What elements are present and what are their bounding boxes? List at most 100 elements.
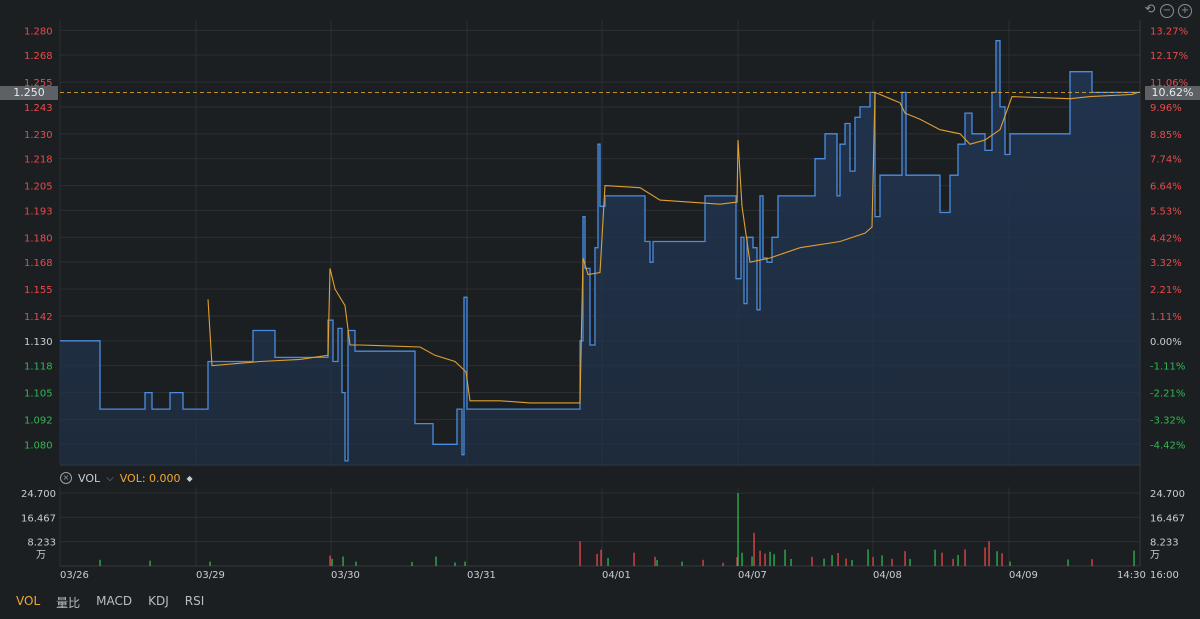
- x-tick-label: 03/29: [196, 570, 225, 581]
- y-tick-label: 1.142: [24, 312, 53, 323]
- volume-value: VOL: 0.000: [119, 471, 181, 485]
- volume-bar: [996, 551, 998, 566]
- volume-indicator-name[interactable]: VOL: [78, 471, 101, 485]
- y-tick-label: 1.205: [24, 182, 53, 193]
- pct-tick-label: -1.11%: [1150, 362, 1185, 373]
- indicator-tabs: VOL 量比 MACD KDJ RSI: [16, 594, 204, 611]
- x-tick-label: 03/26: [60, 570, 89, 581]
- volume-bar: [909, 558, 911, 566]
- volume-bar: [751, 556, 753, 566]
- volume-bar: [753, 532, 755, 566]
- volume-bar: [1133, 550, 1135, 566]
- pct-tick-label: 11.06%: [1150, 78, 1188, 89]
- pct-tick-label: 1.11%: [1150, 312, 1182, 323]
- volume-bar: [872, 557, 874, 566]
- y-tick-label: 1.092: [24, 415, 53, 426]
- volume-bar: [607, 558, 609, 566]
- volume-bar: [737, 493, 739, 566]
- volume-bar: [329, 555, 331, 566]
- pct-tick-label: 5.53%: [1150, 206, 1182, 217]
- volume-bar: [355, 561, 357, 566]
- volume-header: × VOL ⌵ VOL: 0.000 ◆: [60, 470, 193, 486]
- volume-bar: [464, 561, 466, 566]
- volume-bar: [759, 550, 761, 566]
- volume-unit-label-right: 万: [1150, 550, 1160, 561]
- zoom-out-icon[interactable]: −: [1160, 4, 1174, 18]
- pct-tick-label: 13.27%: [1150, 26, 1188, 37]
- volume-bar: [600, 549, 602, 566]
- tab-vol[interactable]: VOL: [16, 594, 41, 608]
- pct-tick-label: 7.74%: [1150, 155, 1182, 166]
- price-line: [60, 40, 1140, 462]
- volume-tick-label: 8.233: [27, 538, 56, 549]
- chevron-down-icon[interactable]: ⌵: [106, 472, 114, 484]
- volume-bar: [1009, 561, 1011, 566]
- tab-kdj[interactable]: KDJ: [148, 594, 169, 608]
- volume-bar: [934, 549, 936, 566]
- volume-bar: [331, 558, 333, 566]
- tab-rsi[interactable]: RSI: [184, 594, 205, 608]
- close-icon[interactable]: ×: [60, 472, 72, 484]
- volume-bar: [722, 562, 724, 566]
- x-tick-label: 04/07: [738, 570, 767, 581]
- volume-bar: [1091, 559, 1093, 566]
- y-tick-label: 1.118: [24, 362, 53, 373]
- y-tick-label: 1.243: [24, 103, 53, 114]
- volume-bar: [811, 556, 813, 566]
- volume-bar: [784, 549, 786, 566]
- pct-tick-label: -3.32%: [1150, 415, 1185, 426]
- volume-bar: [957, 555, 959, 566]
- volume-bar: [867, 549, 869, 566]
- volume-bar: [988, 541, 990, 566]
- volume-bar: [769, 551, 771, 566]
- volume-bar: [952, 558, 954, 566]
- volume-bar: [773, 554, 775, 566]
- price-area: [60, 40, 1140, 465]
- pct-tick-label: 12.17%: [1150, 51, 1188, 62]
- pct-tick-label: -4.42%: [1150, 440, 1185, 451]
- volume-bar: [851, 560, 853, 566]
- y-tick-label: 1.218: [24, 155, 53, 166]
- tab-volume-ratio[interactable]: 量比: [56, 596, 81, 610]
- pct-tick-label: 9.96%: [1150, 103, 1182, 114]
- volume-bar: [1001, 553, 1003, 566]
- volume-bar: [881, 555, 883, 566]
- volume-bar: [411, 561, 413, 566]
- current-price-tag: 1.250: [0, 86, 58, 100]
- x-tick-label: 04/09: [1009, 570, 1038, 581]
- pct-tick-label: 0.00%: [1150, 337, 1182, 348]
- y-tick-label: 1.080: [24, 440, 53, 451]
- volume-bar: [741, 552, 743, 566]
- volume-bar: [891, 558, 893, 566]
- y-tick-label: 1.155: [24, 285, 53, 296]
- volume-bar: [845, 558, 847, 566]
- y-tick-label: 1.268: [24, 51, 53, 62]
- diamond-icon: ◆: [186, 473, 193, 483]
- y-tick-label: 1.180: [24, 233, 53, 244]
- reset-icon[interactable]: ⟲: [1144, 2, 1156, 17]
- y-tick-label: 1.168: [24, 258, 53, 269]
- x-tick-label: 03/30: [331, 570, 360, 581]
- volume-bar: [435, 556, 437, 566]
- zoom-in-icon[interactable]: +: [1178, 4, 1192, 18]
- volume-bar: [454, 562, 456, 566]
- pct-tick-label: 2.21%: [1150, 285, 1182, 296]
- pct-tick-label: 6.64%: [1150, 182, 1182, 193]
- volume-tick-label: 24.700: [21, 489, 56, 500]
- pct-tick-label: 8.85%: [1150, 130, 1182, 141]
- average-price-line: [207, 91, 1139, 404]
- volume-bar: [681, 561, 683, 566]
- volume-bar: [823, 558, 825, 566]
- volume-bar: [596, 553, 598, 566]
- pct-tick-label: 4.42%: [1150, 233, 1182, 244]
- volume-bar: [837, 553, 839, 566]
- volume-bar: [99, 559, 101, 566]
- x-tick-label: 04/08: [873, 570, 902, 581]
- x-tick-label: 14:30: [1117, 570, 1146, 581]
- volume-bar: [656, 560, 658, 566]
- volume-bar: [831, 555, 833, 566]
- tab-macd[interactable]: MACD: [96, 594, 133, 608]
- volume-tick-label-right: 24.700: [1150, 489, 1185, 500]
- volume-bar: [1067, 559, 1069, 566]
